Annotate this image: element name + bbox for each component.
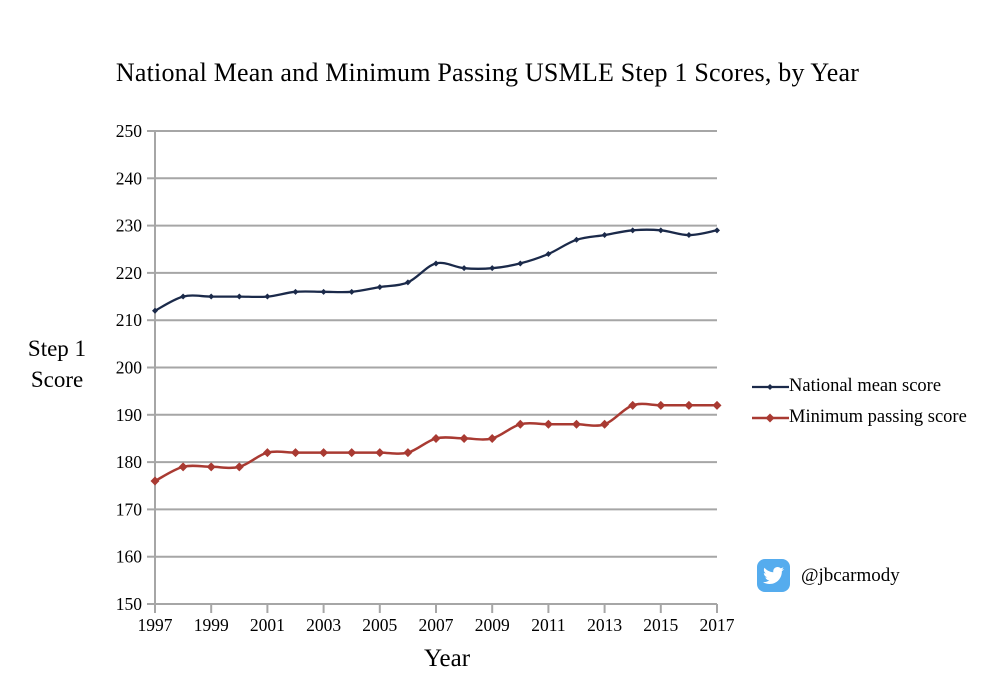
- x-tick-label-1997: 1997: [138, 615, 173, 635]
- x-tick-label-2011: 2011: [531, 615, 565, 635]
- series-marker-minimum-passing-score-1997: [150, 476, 160, 486]
- x-axis-title: Year: [423, 645, 471, 672]
- series-marker-minimum-passing-score-2002: [291, 448, 300, 458]
- legend-item-national-mean: National mean score: [752, 371, 967, 402]
- series-marker-national-mean-score-2006: [404, 279, 411, 286]
- series-marker-minimum-passing-score-1998: [178, 462, 188, 472]
- series-marker-minimum-passing-score-2012: [572, 419, 581, 429]
- y-tick-label-190: 190: [116, 405, 143, 425]
- series-marker-national-mean-score-1997: [152, 307, 158, 314]
- series-marker-national-mean-score-1998: [180, 293, 187, 300]
- x-tick-label-2001: 2001: [250, 615, 285, 635]
- series-marker-national-mean-score-1999: [208, 293, 215, 300]
- series-marker-minimum-passing-score-2014: [628, 400, 638, 410]
- legend-item-label: Minimum passing score: [789, 407, 967, 427]
- series-marker-national-mean-score-2009: [489, 265, 496, 272]
- series-marker-national-mean-score-2010: [517, 260, 524, 267]
- series-marker-national-mean-score-2016: [685, 232, 692, 239]
- y-axis-title: Step 1 Score: [6, 333, 108, 395]
- legend-sample-marker: [767, 383, 773, 390]
- x-tick-label-2015: 2015: [643, 615, 678, 635]
- series-marker-national-mean-score-2011: [545, 250, 552, 257]
- y-axis-title-line1: Step 1: [27, 336, 87, 361]
- legend-item-minimum-passing: Minimum passing score: [752, 402, 967, 433]
- series-marker-national-mean-score-2005: [376, 284, 383, 291]
- series-marker-minimum-passing-score-2010: [515, 419, 525, 429]
- legend-item-label: National mean score: [789, 376, 942, 396]
- x-tick-label-2007: 2007: [419, 615, 454, 635]
- series-marker-minimum-passing-score-2016: [684, 400, 694, 410]
- x-tick-label-2017: 2017: [700, 615, 735, 635]
- legend-sample-line-national-mean: [752, 380, 789, 394]
- series-marker-minimum-passing-score-2011: [543, 419, 553, 429]
- series-marker-national-mean-score-2003: [320, 288, 327, 295]
- series-marker-minimum-passing-score-2009: [487, 433, 497, 443]
- legend: National mean score Minimum passing scor…: [752, 371, 967, 433]
- series-marker-minimum-passing-score-2007: [431, 433, 441, 443]
- x-tick-label-2013: 2013: [587, 615, 622, 635]
- series-marker-national-mean-score-2014: [629, 227, 636, 234]
- series-marker-national-mean-score-2002: [292, 288, 299, 295]
- y-tick-label-170: 170: [116, 499, 143, 519]
- watermark: @jbcarmody: [757, 559, 900, 592]
- series-marker-minimum-passing-score-2006: [403, 448, 413, 458]
- series-marker-minimum-passing-score-1999: [206, 462, 216, 472]
- x-tick-label-2005: 2005: [362, 615, 397, 635]
- series-marker-national-mean-score-2007: [433, 260, 439, 267]
- x-tick-label-2003: 2003: [306, 615, 341, 635]
- series-marker-national-mean-score-2012: [573, 236, 580, 243]
- y-tick-label-250: 250: [116, 121, 143, 141]
- series-marker-national-mean-score-2015: [657, 227, 664, 234]
- series-marker-minimum-passing-score-2013: [600, 419, 610, 429]
- y-tick-label-210: 210: [116, 310, 143, 330]
- twitter-icon: [757, 559, 790, 592]
- twitter-bird-icon: [763, 566, 784, 585]
- legend-sample-marker: [765, 413, 775, 422]
- series-marker-national-mean-score-2013: [601, 232, 608, 239]
- legend-sample-line-minimum-passing: [752, 411, 789, 425]
- series-marker-national-mean-score-2001: [264, 293, 271, 300]
- y-axis-title-line2: Score: [30, 367, 84, 392]
- series-marker-national-mean-score-2000: [236, 293, 243, 300]
- y-tick-label-160: 160: [116, 547, 143, 567]
- series-marker-minimum-passing-score-2004: [347, 448, 357, 458]
- y-tick-label-180: 180: [116, 452, 143, 472]
- y-tick-label-200: 200: [116, 358, 143, 378]
- x-tick-label-1999: 1999: [194, 615, 229, 635]
- y-tick-label-240: 240: [116, 168, 143, 188]
- y-tick-label-150: 150: [116, 594, 143, 614]
- series-marker-minimum-passing-score-2005: [375, 448, 385, 458]
- series-marker-minimum-passing-score-2008: [459, 433, 469, 443]
- series-marker-minimum-passing-score-2003: [319, 448, 329, 458]
- series-marker-national-mean-score-2008: [461, 265, 468, 272]
- series-marker-national-mean-score-2017: [714, 227, 720, 234]
- series-marker-minimum-passing-score-2001: [262, 448, 272, 458]
- series-marker-minimum-passing-score-2000: [234, 462, 244, 472]
- x-tick-label-2009: 2009: [475, 615, 510, 635]
- chart-title: National Mean and Minimum Passing USMLE …: [115, 58, 860, 87]
- y-tick-label-220: 220: [116, 263, 143, 283]
- series-marker-minimum-passing-score-2017: [712, 400, 722, 410]
- twitter-handle: @jbcarmody: [801, 564, 900, 586]
- series-marker-minimum-passing-score-2015: [656, 400, 666, 410]
- y-tick-label-230: 230: [116, 216, 143, 236]
- series-marker-national-mean-score-2004: [348, 288, 355, 295]
